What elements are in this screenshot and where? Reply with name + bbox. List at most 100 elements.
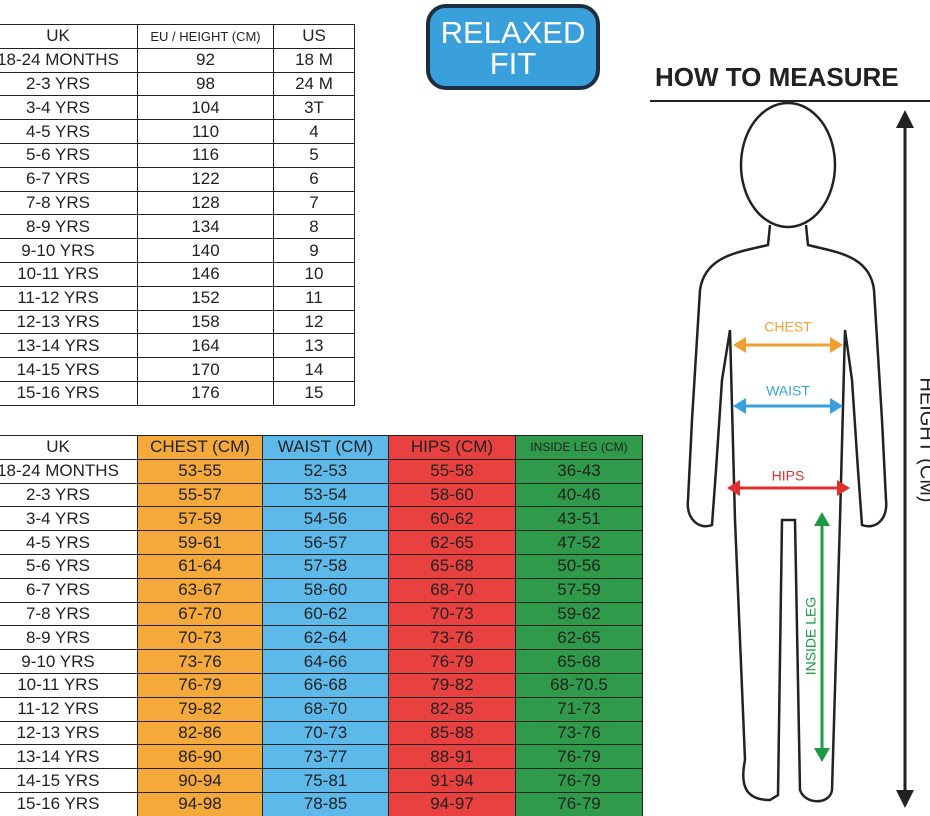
table-cell: 85-88 bbox=[388, 720, 516, 746]
table-cell: 76-79 bbox=[515, 792, 643, 816]
badge bbox=[426, 4, 600, 90]
table-cell: 59-61 bbox=[137, 530, 263, 555]
table-cell: 65-68 bbox=[388, 554, 516, 579]
table-cell: 152 bbox=[137, 285, 274, 311]
hips-label: HIPS bbox=[772, 468, 805, 484]
badge-line: RELAXED bbox=[441, 15, 586, 50]
table-cell: EU / HEIGHT (CM) bbox=[137, 24, 274, 49]
table-cell: 134 bbox=[137, 214, 274, 240]
table-cell: HIPS (CM) bbox=[388, 435, 516, 460]
table-cell: 104 bbox=[137, 95, 274, 121]
table-cell: 4-5 YRS bbox=[0, 530, 138, 555]
table-cell: 7-8 YRS bbox=[0, 190, 138, 216]
table-cell: 92 bbox=[137, 47, 274, 73]
table-cell: 90-94 bbox=[137, 768, 263, 793]
table-cell: 13-14 YRS bbox=[0, 744, 138, 770]
table-cell: 170 bbox=[137, 357, 274, 382]
table-cell: 94-98 bbox=[137, 792, 263, 816]
table-cell: 94-97 bbox=[388, 792, 516, 816]
table-cell: 65-68 bbox=[515, 649, 643, 674]
table-cell: 14-15 YRS bbox=[0, 357, 138, 382]
badge-line: FIT bbox=[490, 46, 537, 81]
table-cell: 76-79 bbox=[515, 768, 643, 793]
table-cell: 6-7 YRS bbox=[0, 577, 138, 603]
table-cell: 7-8 YRS bbox=[0, 601, 138, 627]
table-cell: 70-73 bbox=[388, 601, 516, 627]
waist-arrow bbox=[733, 398, 843, 414]
table-cell: 110 bbox=[137, 119, 274, 144]
table-cell: 11 bbox=[273, 285, 355, 311]
table-cell: 71-73 bbox=[515, 696, 643, 722]
table-cell: 76-79 bbox=[388, 649, 516, 674]
table-cell: 88-91 bbox=[388, 744, 516, 770]
table-cell: 11-12 YRS bbox=[0, 696, 138, 722]
table-cell: 4 bbox=[273, 119, 355, 144]
table-cell: 79-82 bbox=[388, 673, 516, 698]
table-cell: 116 bbox=[137, 143, 274, 168]
table-cell: 40-46 bbox=[515, 482, 643, 508]
table-cell: 8 bbox=[273, 214, 355, 240]
table-cell: 176 bbox=[137, 381, 274, 406]
chest-arrow bbox=[733, 337, 843, 353]
table-cell: 2-3 YRS bbox=[0, 482, 138, 508]
table-cell: 12 bbox=[273, 309, 355, 335]
table-cell: 66-68 bbox=[262, 673, 389, 698]
table-cell: 10 bbox=[273, 262, 355, 287]
inside-leg-label: INSIDE LEG bbox=[803, 597, 819, 676]
table-cell: 14-15 YRS bbox=[0, 768, 138, 793]
table-cell: 73-76 bbox=[137, 649, 263, 674]
table-cell: 73-76 bbox=[388, 625, 516, 651]
table-cell: 122 bbox=[137, 166, 274, 192]
table-cell: 61-64 bbox=[137, 554, 263, 579]
table-cell: 76-79 bbox=[137, 673, 263, 698]
table-cell: 5-6 YRS bbox=[0, 554, 138, 579]
table-cell: 70-73 bbox=[137, 625, 263, 651]
table-cell: 13 bbox=[273, 333, 355, 359]
table-cell: 60-62 bbox=[262, 601, 389, 627]
waist-label: WAIST bbox=[766, 383, 810, 399]
table-cell: 56-57 bbox=[262, 530, 389, 555]
table-cell: 8-9 YRS bbox=[0, 214, 138, 240]
table-cell: 86-90 bbox=[137, 744, 263, 770]
table-cell: 3T bbox=[273, 95, 355, 121]
table-cell: 18 M bbox=[273, 47, 355, 73]
table-cell: INSIDE LEG (CM) bbox=[515, 435, 643, 460]
table-cell: US bbox=[273, 24, 355, 49]
table-cell: 59-62 bbox=[515, 601, 643, 627]
table-cell: 24 M bbox=[273, 71, 355, 97]
table-cell: 57-59 bbox=[515, 577, 643, 603]
table-cell: 5-6 YRS bbox=[0, 143, 138, 168]
table-cell: 14 bbox=[273, 357, 355, 382]
table-cell: 10-11 YRS bbox=[0, 262, 138, 287]
table-cell: 6-7 YRS bbox=[0, 166, 138, 192]
diagram-title: HOW TO MEASURE bbox=[655, 62, 899, 92]
table-cell: 91-94 bbox=[388, 768, 516, 793]
table-cell: 18-24 MONTHS bbox=[0, 47, 138, 73]
table-cell: 62-65 bbox=[388, 530, 516, 555]
table-cell: 53-55 bbox=[137, 458, 263, 484]
table-cell: 68-70.5 bbox=[515, 673, 643, 698]
table-cell: 52-53 bbox=[262, 458, 389, 484]
table-cell: 7 bbox=[273, 190, 355, 216]
table-cell: 47-52 bbox=[515, 530, 643, 555]
table-cell: 55-58 bbox=[388, 458, 516, 484]
table-cell: 58-60 bbox=[262, 577, 389, 603]
table-cell: 98 bbox=[137, 71, 274, 97]
table-cell: 73-76 bbox=[515, 720, 643, 746]
table-cell: 15 bbox=[273, 381, 355, 406]
table-cell: 128 bbox=[137, 190, 274, 216]
table-cell: 43-51 bbox=[515, 506, 643, 532]
table-cell: 82-86 bbox=[137, 720, 263, 746]
table-cell: 63-67 bbox=[137, 577, 263, 603]
table-cell: 73-77 bbox=[262, 744, 389, 770]
chest-label: CHEST bbox=[764, 319, 812, 335]
table-cell: 4-5 YRS bbox=[0, 119, 138, 144]
table-cell: 6 bbox=[273, 166, 355, 192]
table-cell: 54-56 bbox=[262, 506, 389, 532]
table-cell: 140 bbox=[137, 238, 274, 263]
table-cell: 62-65 bbox=[515, 625, 643, 651]
table-cell: CHEST (CM) bbox=[137, 435, 263, 460]
table-cell: 12-13 YRS bbox=[0, 720, 138, 746]
table-cell: 146 bbox=[137, 262, 274, 287]
